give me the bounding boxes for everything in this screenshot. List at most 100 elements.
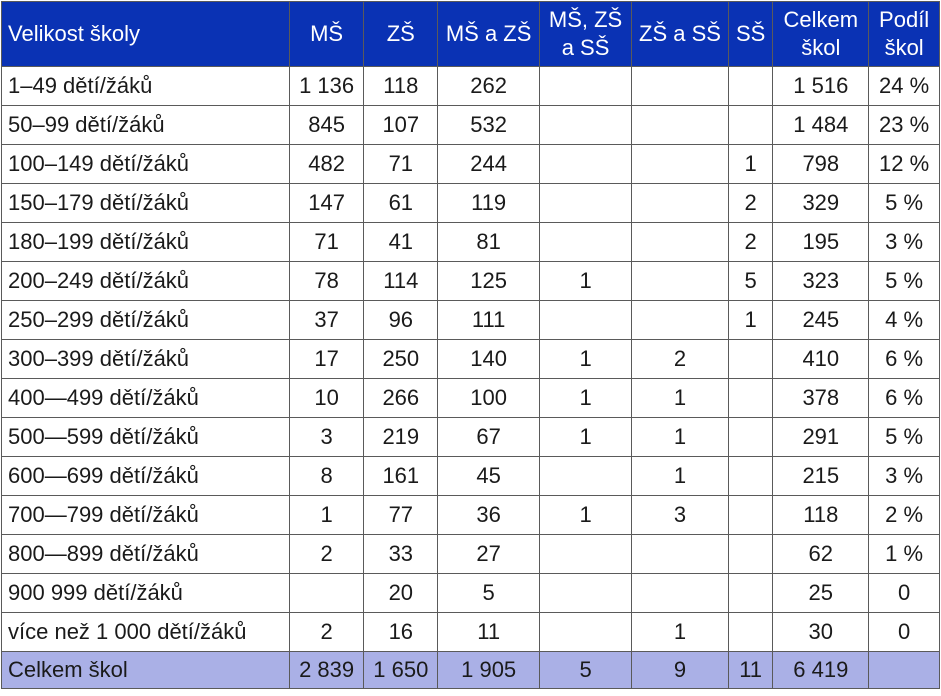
cell-ms-a-zs: 140	[437, 339, 541, 379]
cell-zs: 77	[363, 495, 439, 535]
row-label: 500—599 dětí/žáků	[1, 417, 290, 457]
total-celkem: 6 419	[772, 651, 870, 689]
cell-zs-a-ss: 1	[631, 612, 729, 652]
cell-celkem: 195	[772, 222, 870, 262]
cell-ms-a-zs: 11	[437, 612, 541, 652]
total-ms-zs-a-ss: 5	[539, 651, 632, 689]
cell-ms-a-zs: 100	[437, 378, 541, 418]
cell-ms-zs-a-ss	[539, 66, 632, 106]
cell-celkem: 410	[772, 339, 870, 379]
row-label: 300–399 dětí/žáků	[1, 339, 290, 379]
cell-ms-zs-a-ss	[539, 612, 632, 652]
cell-ms-a-zs: 5	[437, 573, 541, 613]
cell-ms: 845	[288, 105, 365, 145]
cell-podil: 2 %	[868, 495, 940, 535]
cell-zs-a-ss	[631, 66, 729, 106]
total-row: Celkem škol 2 839 1 650 1 905 5 9 11 6 4…	[1, 651, 940, 689]
table-row: 500—599 dětí/žáků 3 219 67 1 1 291 5 %	[1, 417, 940, 457]
cell-zs: 107	[363, 105, 439, 145]
table-row: 150–179 dětí/žáků 147 61 119 2 329 5 %	[1, 183, 940, 223]
cell-podil: 24 %	[868, 66, 940, 106]
cell-ss	[727, 456, 774, 496]
cell-ss: 2	[727, 222, 774, 262]
cell-podil: 12 %	[868, 144, 940, 184]
cell-ms: 3	[288, 417, 365, 457]
header-ss: SŠ	[727, 1, 774, 67]
cell-ms-zs-a-ss: 1	[539, 339, 632, 379]
cell-celkem: 1 516	[772, 66, 870, 106]
cell-podil: 23 %	[868, 105, 940, 145]
cell-ms-zs-a-ss: 1	[539, 417, 632, 457]
cell-zs: 16	[363, 612, 439, 652]
cell-zs: 114	[363, 261, 439, 301]
row-label: 180–199 dětí/žáků	[1, 222, 290, 262]
cell-celkem: 62	[772, 534, 870, 574]
cell-ms: 2	[288, 534, 365, 574]
row-label: 600—699 dětí/žáků	[1, 456, 290, 496]
cell-podil: 0	[868, 573, 940, 613]
row-label: 400—499 dětí/žáků	[1, 378, 290, 418]
cell-podil: 0	[868, 612, 940, 652]
header-celkem-skol: Celkem škol	[772, 1, 870, 67]
cell-podil: 3 %	[868, 222, 940, 262]
cell-celkem: 798	[772, 144, 870, 184]
cell-podil: 5 %	[868, 417, 940, 457]
cell-zs-a-ss: 1	[631, 456, 729, 496]
row-label: 250–299 dětí/žáků	[1, 300, 290, 340]
row-label: 700—799 dětí/žáků	[1, 495, 290, 535]
cell-ms	[288, 573, 365, 613]
cell-ms-a-zs: 119	[437, 183, 541, 223]
cell-ms-zs-a-ss	[539, 573, 632, 613]
cell-ms: 8	[288, 456, 365, 496]
cell-zs-a-ss: 2	[631, 339, 729, 379]
cell-zs: 266	[363, 378, 439, 418]
cell-zs: 71	[363, 144, 439, 184]
cell-podil: 6 %	[868, 339, 940, 379]
cell-zs-a-ss	[631, 300, 729, 340]
cell-ms-a-zs: 244	[437, 144, 541, 184]
cell-ss	[727, 534, 774, 574]
cell-zs: 41	[363, 222, 439, 262]
cell-ms-zs-a-ss	[539, 183, 632, 223]
header-row: Velikost školy MŠ ZŠ MŠ a ZŠ MŠ, ZŠ a SŠ…	[1, 1, 940, 67]
cell-zs: 118	[363, 66, 439, 106]
cell-zs: 33	[363, 534, 439, 574]
cell-ms-zs-a-ss: 1	[539, 495, 632, 535]
cell-ms-zs-a-ss	[539, 456, 632, 496]
table-row: 50–99 dětí/žáků 845 107 532 1 484 23 %	[1, 105, 940, 145]
cell-ms-a-zs: 45	[437, 456, 541, 496]
header-zs: ZŠ	[363, 1, 439, 67]
cell-ss	[727, 66, 774, 106]
total-ms: 2 839	[288, 651, 365, 689]
cell-zs-a-ss	[631, 261, 729, 301]
header-zs-a-ss: ZŠ a SŠ	[631, 1, 729, 67]
table-row: 250–299 dětí/žáků 37 96 111 1 245 4 %	[1, 300, 940, 340]
row-label: 200–249 dětí/žáků	[1, 261, 290, 301]
cell-ms-zs-a-ss: 1	[539, 378, 632, 418]
cell-celkem: 378	[772, 378, 870, 418]
cell-ms-a-zs: 67	[437, 417, 541, 457]
table-row: 600—699 dětí/žáků 8 161 45 1 215 3 %	[1, 456, 940, 496]
table-row: 900 999 dětí/žáků 20 5 25 0	[1, 573, 940, 613]
cell-podil: 6 %	[868, 378, 940, 418]
header-ms-zs-a-ss: MŠ, ZŠ a SŠ	[539, 1, 632, 67]
cell-zs-a-ss: 1	[631, 378, 729, 418]
cell-celkem: 30	[772, 612, 870, 652]
cell-celkem: 291	[772, 417, 870, 457]
row-label: 100–149 dětí/žáků	[1, 144, 290, 184]
cell-zs: 20	[363, 573, 439, 613]
cell-celkem: 1 484	[772, 105, 870, 145]
cell-celkem: 215	[772, 456, 870, 496]
cell-ss	[727, 378, 774, 418]
cell-ss	[727, 495, 774, 535]
cell-podil: 1 %	[868, 534, 940, 574]
cell-ss	[727, 612, 774, 652]
cell-ms-a-zs: 532	[437, 105, 541, 145]
cell-zs-a-ss	[631, 105, 729, 145]
cell-celkem: 245	[772, 300, 870, 340]
row-label: 800—899 dětí/žáků	[1, 534, 290, 574]
cell-podil: 4 %	[868, 300, 940, 340]
cell-ms-a-zs: 81	[437, 222, 541, 262]
header-velikost-skoly: Velikost školy	[1, 1, 290, 67]
